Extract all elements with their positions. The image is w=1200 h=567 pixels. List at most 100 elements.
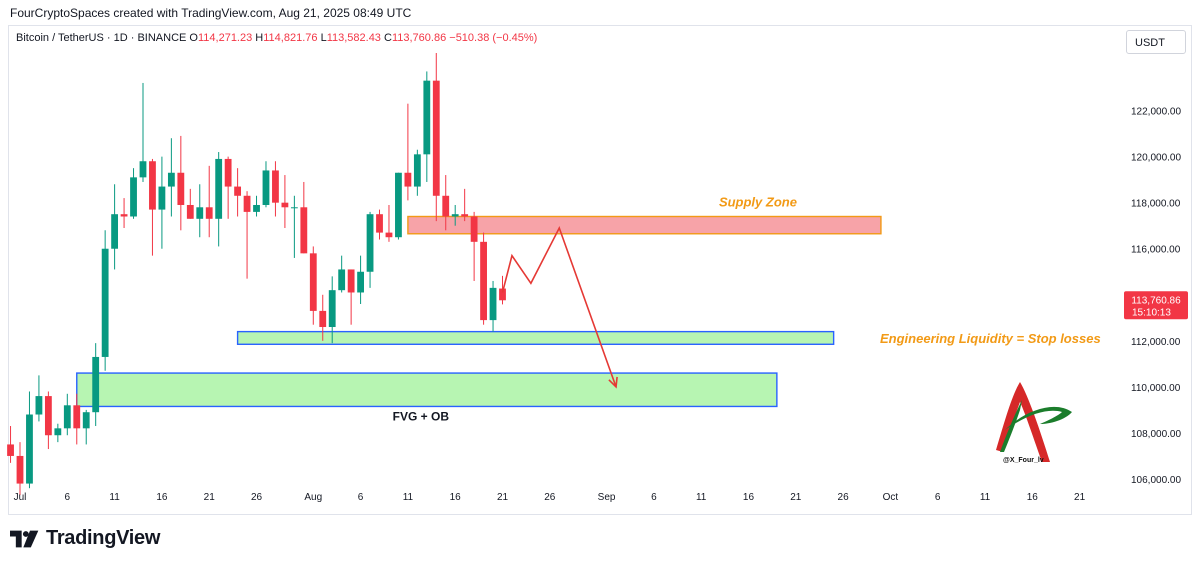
x-tick-label: 11: [696, 492, 707, 503]
projection-path: [501, 226, 618, 389]
brand-name: TradingView: [46, 527, 161, 549]
candle-body: [63, 405, 71, 429]
y-tick-label: 108,000.00: [1131, 429, 1181, 440]
candle-body: [54, 428, 62, 436]
x-tick-label: 26: [544, 492, 556, 503]
close-label: C: [384, 32, 392, 44]
candle-body: [347, 269, 355, 293]
watermark-logo: @X_Four_lv: [996, 382, 1072, 464]
low-value: 113,582.43: [326, 32, 381, 44]
candle-body: [404, 172, 412, 187]
candle-body: [442, 195, 450, 217]
candle-body: [35, 396, 43, 415]
candle-body: [149, 161, 156, 210]
candle-body: [120, 214, 128, 217]
candle-body: [243, 195, 251, 212]
projection-arrowhead: [608, 376, 618, 389]
x-tick-label: 6: [65, 492, 71, 503]
price-tag-value: 113,760.86: [1131, 295, 1181, 306]
x-tick-label: 11: [403, 492, 414, 503]
symbol-name: Bitcoin / TetherUS · 1D · BINANCE: [16, 32, 187, 44]
y-tick-label: 116,000.00: [1131, 245, 1181, 256]
symbol-legend: Bitcoin / TetherUS · 1D · BINANCE O114,2…: [16, 32, 537, 44]
candle-body: [101, 248, 109, 357]
candle-body: [130, 177, 137, 217]
candle-body: [16, 455, 24, 484]
candle-body: [395, 172, 402, 238]
change-value: −510.38 (−0.45%): [449, 32, 538, 44]
x-tick-label: 26: [251, 492, 263, 503]
open-label: O: [189, 32, 198, 44]
x-tick-label: 21: [790, 492, 802, 503]
candle-body: [300, 207, 308, 254]
open-value: 114,271.23: [197, 32, 253, 44]
fvg-ob-label: FVG + OB: [393, 409, 450, 423]
candle-body: [139, 161, 147, 178]
x-tick-label: Aug: [304, 492, 322, 503]
candle-body: [26, 414, 33, 484]
candle-body: [272, 170, 279, 203]
chart-frame: [8, 25, 1192, 515]
y-tick-label: 120,000.00: [1131, 153, 1181, 164]
x-tick-label: 16: [1027, 492, 1039, 503]
candle-body: [73, 405, 81, 429]
tradingview-mark-icon: [10, 530, 39, 547]
candle-body: [461, 214, 469, 217]
x-tick-label: Oct: [883, 492, 899, 503]
x-tick-label: 6: [651, 492, 657, 503]
tradingview-logo[interactable]: TradingView: [10, 527, 160, 550]
candle-body: [82, 412, 90, 429]
candle-body: [328, 290, 336, 328]
candle-body: [366, 214, 374, 272]
y-tick-label: 106,000.00: [1131, 475, 1181, 486]
candle-body: [7, 444, 14, 456]
candle-body: [499, 288, 506, 301]
candle-body: [376, 214, 383, 233]
low-label: L: [320, 32, 327, 44]
candle-body: [281, 202, 289, 208]
candle-body: [423, 80, 431, 155]
supply-zone-label: Supply Zone: [719, 194, 797, 209]
candle-body: [167, 172, 175, 187]
x-tick-label: 16: [743, 492, 755, 503]
zones: Supply Zone Engineering Liquidity = Stop …: [76, 194, 1101, 423]
currency-button[interactable]: USDT: [1126, 30, 1186, 54]
close-value: 113,760.86: [391, 32, 447, 44]
candle-body: [319, 310, 327, 328]
candle-body: [92, 356, 100, 413]
x-tick-label: 11: [980, 492, 991, 503]
price-tag-countdown: 15:10:13: [1132, 307, 1171, 318]
y-tick-label: 118,000.00: [1131, 199, 1181, 210]
candle-body: [357, 271, 364, 293]
candle-body: [489, 287, 497, 321]
x-tick-label: 11: [109, 492, 120, 503]
fvg_ob-zone: [76, 372, 778, 408]
candle-body: [196, 207, 204, 219]
candle-body: [432, 80, 440, 196]
candle-body: [309, 253, 317, 311]
x-tick-label: 16: [156, 492, 168, 503]
x-axis: Jul 6 11 16 21 26 Aug 6 11 16 21 26 Sep 6 11 16 21 26 Oct 6…: [14, 492, 1086, 503]
candle-body: [224, 158, 232, 187]
candle-body: [158, 186, 166, 210]
candle-body: [111, 214, 119, 249]
publish-info: FourCryptoSpaces created with TradingVie…: [10, 6, 412, 20]
x-tick-label: 16: [450, 492, 462, 503]
high-value: 114,821.76: [263, 32, 318, 44]
candle-body: [177, 172, 185, 205]
supply-zone: [407, 215, 882, 235]
y-tick-label: 122,000.00: [1131, 107, 1181, 118]
x-tick-label: Jul: [14, 492, 27, 503]
candle-body: [234, 186, 242, 196]
liquidity-zone: [236, 330, 835, 345]
x-tick-label: 6: [358, 492, 364, 503]
candle-body: [186, 204, 194, 219]
high-label: H: [255, 32, 264, 44]
x-tick-label: 21: [1074, 492, 1086, 503]
candle-body: [451, 214, 459, 217]
candle-body: [44, 396, 52, 436]
candle-body: [385, 232, 393, 238]
candle-body: [290, 207, 298, 209]
x-tick-label: 21: [497, 492, 509, 503]
